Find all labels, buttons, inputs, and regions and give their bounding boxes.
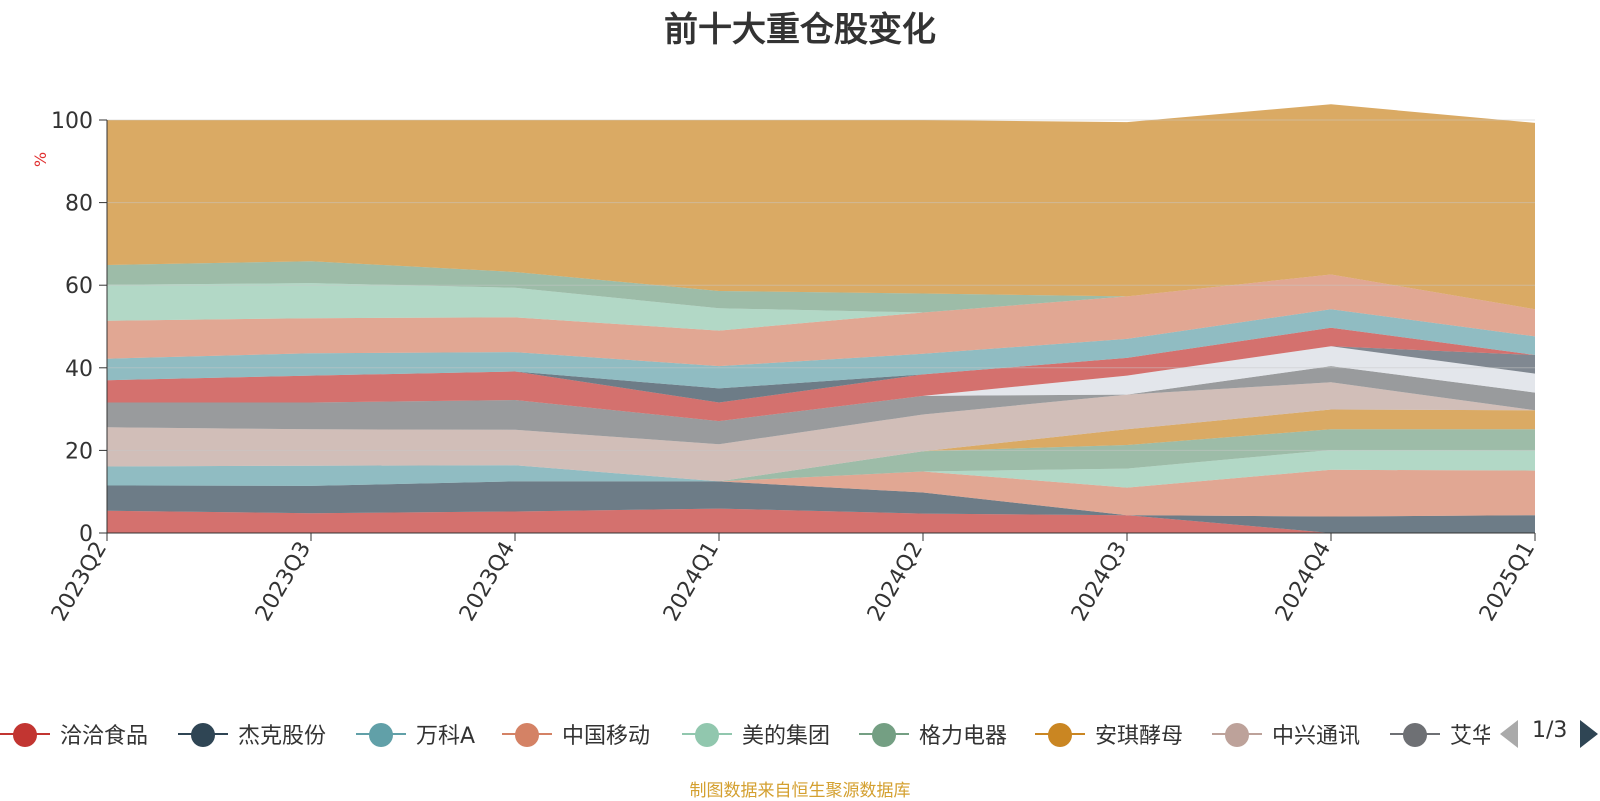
legend-next-arrow-icon[interactable]	[1580, 720, 1598, 748]
legend-page-indicator: 1/3	[1532, 718, 1568, 743]
series-area-13	[107, 309, 1535, 389]
x-tick-label: 2025Q1	[1475, 538, 1540, 626]
series-area-2	[107, 465, 1535, 517]
grid-lines	[107, 119, 1535, 451]
series-area-16	[107, 261, 1535, 313]
legend-label: 艾华集团	[1450, 724, 1490, 749]
legend-dot-icon	[1225, 723, 1249, 747]
chart-title: 前十大重仓股变化	[664, 10, 936, 50]
x-tick-label: 2023Q2	[47, 538, 112, 626]
legend-label: 安琪酵母	[1095, 724, 1184, 749]
series-area-0	[107, 508, 1535, 533]
source-note: 制图数据来自恒生聚源数据库	[689, 781, 911, 801]
legend-dot-icon	[1403, 723, 1427, 747]
y-tick-label: 40	[65, 357, 93, 382]
y-tick-label: 80	[65, 192, 93, 217]
y-tick-label: 20	[65, 439, 93, 464]
legend-dot-icon	[872, 723, 896, 747]
legend-label: 格力电器	[919, 724, 1008, 749]
legend-dot-icon	[1048, 723, 1072, 747]
legend-dot-icon	[695, 723, 719, 747]
legend-dot-icon	[369, 723, 393, 747]
x-tick-label: 2024Q1	[659, 538, 724, 626]
series-area-10	[107, 346, 1535, 422]
y-tick-label: 100	[51, 109, 93, 134]
legend-dot-icon	[13, 723, 37, 747]
x-tick-label: 2024Q2	[863, 538, 928, 626]
y-tick-label: 0	[79, 522, 93, 547]
series-area-8	[107, 366, 1535, 445]
legend-label: 杰克股份	[238, 724, 327, 749]
series-areas	[107, 104, 1535, 533]
series-area-1	[107, 481, 1535, 533]
legend-prev-arrow-icon[interactable]	[1500, 720, 1518, 748]
x-tick-label: 2024Q4	[1271, 538, 1336, 626]
series-area-7	[107, 382, 1535, 482]
y-tick-label: 60	[65, 274, 93, 299]
legend-pager: 1/3	[1500, 716, 1600, 752]
x-tick-label: 2023Q3	[251, 538, 316, 626]
legend-label: 中兴通讯	[1272, 724, 1361, 749]
x-tick-label: 2024Q3	[1067, 538, 1132, 626]
legend-dot-icon	[515, 723, 539, 747]
series-area-14	[107, 274, 1535, 367]
series-area-5	[107, 429, 1535, 482]
legend-label: 美的集团	[742, 724, 831, 749]
legend: 洽洽食品 杰克股份 万科A 中国移动 美的集团 格力电器 安琪酵母 中兴通讯 艾华集团	[0, 716, 1490, 752]
series-area-15	[107, 274, 1535, 331]
series-area-12	[107, 327, 1535, 403]
legend-dot-icon	[191, 723, 215, 747]
x-tick-label: 2023Q4	[455, 538, 520, 626]
series-area-11	[107, 327, 1535, 422]
y-axis-unit: %	[31, 151, 51, 168]
series-area-4	[107, 450, 1535, 488]
series-area-17	[107, 104, 1535, 310]
legend-label: 中国移动	[562, 724, 651, 749]
series-area-6	[107, 409, 1535, 482]
legend-label: 洽洽食品	[60, 724, 149, 749]
series-area-3	[107, 465, 1535, 517]
legend-label: 万科A	[416, 724, 476, 749]
